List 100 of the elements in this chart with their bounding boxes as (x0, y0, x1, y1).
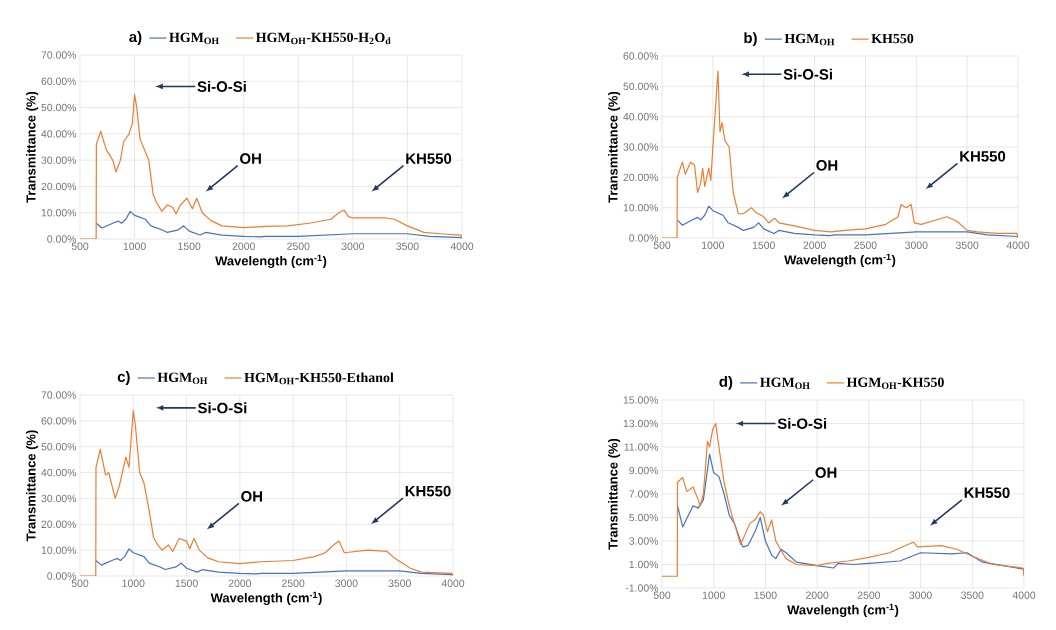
y-tick-label: -1.00% (625, 584, 659, 592)
x-tick-label: 1000 (702, 241, 725, 249)
line-series (80, 93, 462, 239)
line-series (676, 205, 1019, 238)
y-tick-label: 40.00% (623, 112, 659, 121)
x-tick-label: 500 (71, 579, 89, 587)
chart-title: b) (744, 32, 757, 47)
annotation: KH550 (960, 151, 1006, 162)
y-tick-label: 3.00% (629, 537, 659, 545)
x-axis-title: Wavelength (cm$^{-1}$) (210, 591, 322, 606)
annotation: Si-O-Si (777, 418, 827, 429)
y-tick-label: 50.00% (623, 82, 659, 91)
x-tick-label: 3500 (396, 242, 419, 250)
x-tick-label: 3000 (905, 241, 928, 249)
x-tick-label: 1500 (175, 579, 198, 587)
x-tick-label: 2500 (857, 591, 881, 599)
x-tick-label: 4000 (1006, 241, 1030, 249)
y-tick-label: 60.00% (623, 52, 659, 60)
legend-label: HGM$_{OH}$ (760, 377, 810, 390)
x-tick-label: 3500 (388, 579, 411, 587)
x-tick-label: 4000 (450, 242, 474, 250)
y-tick-label: 13.00% (623, 419, 659, 428)
x-tick-label: 1500 (178, 242, 201, 250)
chart-title: c) (117, 371, 130, 385)
y-tick-label: 30.00% (623, 143, 659, 151)
x-tick-label: 2000 (228, 579, 252, 587)
y-tick-label: 7.00% (629, 490, 659, 498)
legend-label: KH550 (871, 33, 914, 44)
y-tick-label: 50.00% (41, 103, 77, 112)
y-tick-label: 40.00% (41, 130, 77, 138)
annotation: Si-O-Si (197, 402, 247, 414)
line-series (95, 210, 462, 239)
y-tick-label: 1.00% (629, 560, 659, 569)
x-axis-title: Wavelength (cm$^{-1}$) (215, 254, 327, 269)
x-tick-label: 2000 (232, 242, 255, 250)
y-tick-label: 70.00% (41, 51, 77, 59)
x-tick-label: 1500 (752, 241, 775, 249)
y-tick-label: 40.00% (41, 468, 77, 477)
y-tick-label: 30.00% (41, 156, 77, 164)
y-tick-label: 60.00% (41, 77, 77, 85)
annotation: Si-O-Si (197, 80, 246, 92)
y-tick-label: 70.00% (41, 391, 77, 399)
x-tick-label: 3500 (955, 241, 979, 249)
annotation: KH550 (405, 485, 451, 497)
legend-label: HGM$_{OH}$ (784, 33, 835, 46)
line-series (662, 70, 1019, 238)
annotation: KH550 (964, 487, 1010, 498)
y-axis-title: Transmittance (%) (26, 91, 39, 203)
x-tick-label: 4000 (441, 579, 465, 587)
y-tick-label: 60.00% (41, 417, 77, 425)
x-tick-label: 500 (71, 242, 89, 250)
y-tick-label: 5.00% (629, 513, 659, 522)
y-tick-label: 10.00% (41, 546, 77, 554)
y-tick-label: 0.00% (47, 572, 77, 580)
x-tick-label: 1000 (702, 591, 725, 599)
x-axis-title: Wavelength (cm$^{-1}$) (784, 253, 896, 268)
x-tick-label: 1500 (754, 591, 777, 599)
y-tick-label: 15.00% (623, 396, 659, 404)
y-tick-label: 11.00% (624, 443, 659, 451)
y-tick-label: 20.00% (41, 520, 77, 528)
x-tick-label: 500 (653, 591, 671, 599)
legend-label: HGM$_{OH}$-KH550 (846, 377, 944, 390)
y-axis-title: Transmittance (%) (608, 438, 621, 550)
x-tick-label: 1000 (123, 242, 146, 250)
legend-label: HGM$_{OH}$ (157, 372, 208, 385)
y-tick-label: 30.00% (41, 494, 77, 503)
annotation: KH550 (406, 153, 452, 164)
x-tick-label: 4000 (1012, 591, 1036, 599)
x-tick-label: 2000 (803, 241, 826, 249)
legend-label: HGM$_{OH}$-KH550-H$_{2}$O$_{d}$ (255, 32, 391, 45)
x-tick-label: 2500 (287, 242, 310, 250)
annotation: OH (816, 160, 838, 171)
y-axis-title: Transmittance (%) (26, 430, 39, 542)
x-tick-label: 3000 (335, 579, 358, 587)
x-tick-label: 2000 (806, 591, 829, 599)
y-tick-label: 9.00% (629, 466, 659, 475)
y-tick-label: 20.00% (623, 173, 659, 182)
annotation: OH (241, 491, 263, 502)
chart-title: a) (129, 31, 142, 46)
x-tick-label: 3000 (909, 591, 932, 599)
y-tick-label: 10.00% (41, 209, 77, 217)
x-tick-label: 2500 (282, 579, 305, 587)
chart-title: d) (719, 375, 733, 390)
line-series (95, 548, 453, 576)
annotation: OH (815, 467, 837, 478)
x-tick-label: 3500 (961, 591, 984, 599)
y-axis-title: Transmittance (%) (608, 91, 621, 203)
x-tick-label: 2500 (854, 241, 877, 249)
annotation: Si-O-Si (783, 68, 832, 80)
y-tick-label: 0.00% (47, 235, 77, 243)
line-series (676, 453, 1025, 570)
y-tick-label: 0.00% (629, 234, 659, 242)
legend-label: HGM$_{OH}$-KH550-Ethanol (244, 372, 394, 385)
legend-label: HGM$_{OH}$ (169, 32, 219, 45)
annotation: OH (240, 153, 261, 164)
y-tick-label: 10.00% (623, 203, 659, 212)
y-tick-label: 50.00% (41, 443, 77, 451)
x-tick-label: 500 (653, 241, 671, 249)
x-axis-title: Wavelength (cm$^{-1}$) (787, 603, 899, 618)
x-tick-label: 1000 (122, 579, 145, 587)
